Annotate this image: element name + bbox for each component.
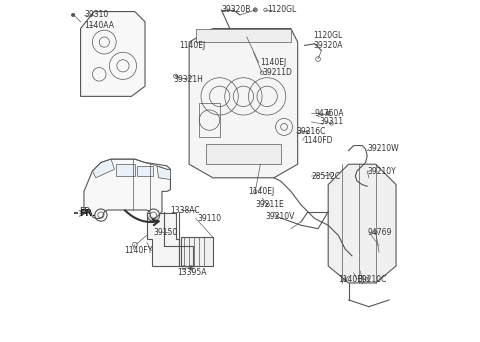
Bar xyxy=(74,212,78,214)
Polygon shape xyxy=(81,12,145,96)
Text: 1120GL: 1120GL xyxy=(313,31,342,40)
Text: 39320A: 39320A xyxy=(313,41,342,50)
Text: 39311: 39311 xyxy=(320,117,344,126)
Text: 39210W: 39210W xyxy=(367,144,399,154)
Text: 39320B: 39320B xyxy=(221,5,251,14)
Text: 1120GL: 1120GL xyxy=(267,5,296,14)
Circle shape xyxy=(253,8,257,12)
Polygon shape xyxy=(206,144,281,164)
Polygon shape xyxy=(147,213,179,266)
Text: 39211E: 39211E xyxy=(255,200,284,209)
Text: 94750A: 94750A xyxy=(314,109,344,118)
Text: 39310: 39310 xyxy=(84,11,108,19)
Text: FR.: FR. xyxy=(79,207,93,216)
Text: FR.: FR. xyxy=(79,209,96,218)
Circle shape xyxy=(72,13,75,17)
Polygon shape xyxy=(93,159,115,178)
Text: 94769: 94769 xyxy=(367,227,392,237)
Text: 39321H: 39321H xyxy=(174,75,204,84)
Polygon shape xyxy=(196,28,291,42)
Circle shape xyxy=(326,111,330,115)
Text: 28512C: 28512C xyxy=(311,172,340,181)
Text: 39110: 39110 xyxy=(198,214,222,223)
Text: 1140FY: 1140FY xyxy=(125,246,153,255)
Circle shape xyxy=(190,267,192,269)
Polygon shape xyxy=(157,166,170,180)
Text: 1140EJ: 1140EJ xyxy=(260,58,287,67)
Text: 39216C: 39216C xyxy=(296,128,325,136)
Text: 1140FD: 1140FD xyxy=(303,136,332,145)
Text: 39210C: 39210C xyxy=(357,275,386,284)
Polygon shape xyxy=(189,28,298,178)
Text: 1140EJ: 1140EJ xyxy=(249,187,275,196)
Text: 1140AA: 1140AA xyxy=(84,21,114,30)
Text: 39210V: 39210V xyxy=(265,212,295,221)
Text: 1338AC: 1338AC xyxy=(170,206,200,214)
Bar xyxy=(180,237,213,266)
Text: 1140EJ: 1140EJ xyxy=(179,41,205,50)
Text: 1140EJ: 1140EJ xyxy=(338,275,365,284)
Text: 13395A: 13395A xyxy=(177,268,207,277)
Bar xyxy=(116,164,135,176)
Polygon shape xyxy=(328,164,396,283)
Text: 39210Y: 39210Y xyxy=(367,167,396,175)
Bar xyxy=(136,166,154,176)
Text: 39150: 39150 xyxy=(154,227,178,237)
Text: 39211D: 39211D xyxy=(262,68,292,77)
Polygon shape xyxy=(84,159,170,219)
